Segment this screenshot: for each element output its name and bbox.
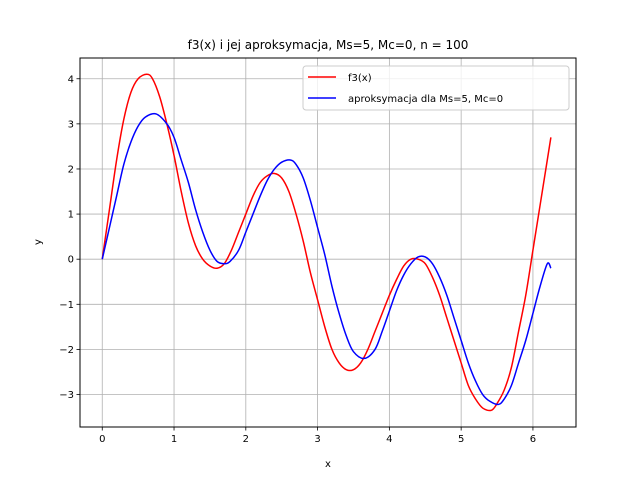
y-tick-label: 3 <box>68 119 74 130</box>
chart-title: f3(x) i jej aproksymacja, Ms=5, Mc=0, n … <box>188 38 469 52</box>
x-tick-label: 1 <box>171 434 177 445</box>
series-line-approximation <box>101 112 552 406</box>
y-tick-label: −3 <box>59 390 74 401</box>
x-tick-label: 2 <box>243 434 249 445</box>
plot-frame <box>79 57 577 428</box>
x-tick-label: 0 <box>99 434 105 445</box>
legend-box <box>302 65 570 111</box>
axis-ticks: 0 1 2 3 4 5 6 −3 −2 −1 0 1 2 3 4 <box>59 74 536 445</box>
series-line-f3 <box>101 73 552 412</box>
y-tick-label: −1 <box>59 300 74 311</box>
y-tick-label: 0 <box>68 255 74 266</box>
y-tick-label: −2 <box>59 345 74 356</box>
x-tick-label: 5 <box>458 434 464 445</box>
y-tick-label: 2 <box>68 164 74 175</box>
x-tick-label: 6 <box>530 434 536 445</box>
y-tick-label: 1 <box>68 210 74 221</box>
legend: f3(x) aproksymacja dla Ms=5, Mc=0 <box>302 65 570 111</box>
series-layer <box>101 73 552 412</box>
legend-label-approximation: aproksymacja dla Ms=5, Mc=0 <box>348 94 503 105</box>
y-axis-label: y <box>33 239 44 245</box>
legend-label-f3: f3(x) <box>348 73 372 84</box>
x-tick-label: 4 <box>386 434 392 445</box>
x-axis-label: x <box>325 459 331 470</box>
y-tick-label: 4 <box>68 74 74 85</box>
x-tick-label: 3 <box>314 434 320 445</box>
